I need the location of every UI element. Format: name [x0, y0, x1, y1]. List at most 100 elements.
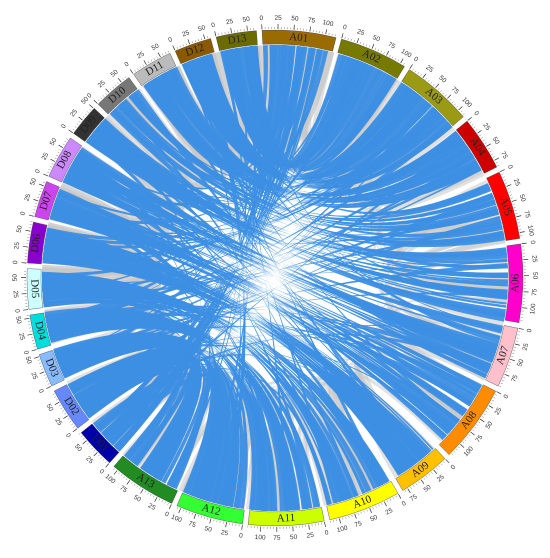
tick-label: 25	[97, 79, 107, 89]
minor-tick	[478, 422, 480, 423]
tick-mark	[242, 525, 243, 530]
tick-label: 50	[491, 136, 501, 146]
minor-tick	[381, 51, 382, 53]
minor-tick	[342, 518, 343, 520]
minor-tick	[384, 52, 385, 54]
minor-tick	[499, 386, 501, 387]
tick-mark	[446, 459, 449, 463]
tick-mark	[215, 31, 216, 36]
tick-label: 0	[401, 500, 408, 508]
minor-tick	[515, 210, 517, 211]
tick-label: 75	[387, 41, 397, 51]
minor-tick	[66, 138, 68, 139]
minor-tick	[41, 188, 43, 189]
minor-tick	[410, 487, 411, 489]
minor-tick	[358, 513, 359, 515]
minor-tick	[153, 496, 154, 498]
tick-mark	[510, 359, 515, 361]
tick-mark	[500, 170, 505, 172]
minor-tick	[41, 369, 43, 370]
minor-tick	[207, 36, 208, 38]
minor-tick	[507, 368, 509, 369]
minor-tick	[140, 66, 141, 68]
tick-label: 75	[474, 434, 484, 444]
minor-tick	[89, 445, 90, 446]
tick-label: 50	[531, 272, 538, 280]
tick-label: 75	[354, 520, 363, 529]
minor-tick	[490, 403, 492, 404]
minor-tick	[502, 380, 504, 381]
minor-tick	[34, 210, 36, 211]
tick-mark	[489, 406, 493, 409]
minor-tick	[510, 195, 512, 196]
tick-label: 25	[436, 473, 446, 483]
minor-tick	[509, 362, 511, 363]
tick-label: 50	[14, 316, 22, 325]
tick-label: 0	[472, 110, 480, 118]
tick-label: 25	[494, 406, 504, 416]
tick-mark	[106, 89, 109, 93]
minor-tick	[369, 46, 370, 48]
tick-label: 50	[12, 274, 19, 282]
minor-tick	[204, 517, 205, 519]
minor-tick	[513, 350, 515, 351]
minor-tick	[420, 74, 421, 76]
tick-label: 25	[53, 417, 63, 427]
minor-tick	[405, 490, 406, 492]
minor-tick	[456, 449, 457, 450]
tick-mark	[29, 215, 34, 216]
minor-tick	[467, 437, 469, 438]
minor-tick	[105, 93, 106, 94]
minor-tick	[125, 77, 126, 79]
tick-label: 100	[104, 473, 117, 486]
minor-tick	[426, 476, 427, 478]
tick-mark	[247, 26, 248, 31]
minor-tick	[454, 104, 455, 105]
tick-label: 50	[29, 177, 38, 187]
tick-label: 0	[164, 511, 171, 519]
minor-tick	[137, 486, 138, 488]
minor-tick	[64, 413, 66, 414]
tick-label: 0	[13, 309, 20, 314]
minor-tick	[361, 512, 362, 514]
minor-tick	[378, 49, 379, 51]
tick-label: 0	[60, 123, 68, 130]
minor-tick	[145, 491, 146, 493]
minor-tick	[154, 58, 155, 60]
tick-mark	[127, 480, 130, 484]
tick-mark	[173, 45, 175, 50]
minor-tick	[373, 507, 374, 509]
tick-mark	[519, 328, 524, 329]
minor-tick	[443, 93, 444, 94]
minor-tick	[34, 346, 36, 347]
minor-tick	[45, 378, 47, 379]
tick-label: 100	[462, 445, 475, 458]
tick-mark	[339, 519, 340, 524]
tick-label: 75	[531, 288, 538, 296]
minor-tick	[55, 158, 57, 159]
minor-tick	[112, 87, 113, 89]
minor-tick	[34, 206, 36, 207]
minor-tick	[98, 100, 99, 101]
minor-tick	[79, 121, 81, 122]
minor-tick	[151, 60, 152, 62]
minor-tick	[123, 79, 124, 81]
minor-tick	[68, 418, 70, 419]
minor-tick	[73, 426, 75, 427]
minor-tick	[37, 197, 39, 198]
minor-tick	[87, 443, 88, 444]
minor-tick	[180, 46, 181, 48]
tick-mark	[50, 159, 54, 161]
minor-tick	[476, 424, 478, 425]
tick-label: 50	[290, 534, 298, 542]
minor-tick	[443, 461, 444, 462]
tick-mark	[522, 308, 527, 309]
minor-tick	[39, 363, 41, 364]
minor-tick	[134, 484, 135, 486]
minor-tick	[105, 461, 106, 462]
minor-tick	[441, 464, 442, 465]
tick-label: 25	[136, 50, 146, 60]
tick-label: 0	[211, 22, 217, 30]
minor-tick	[440, 90, 441, 91]
